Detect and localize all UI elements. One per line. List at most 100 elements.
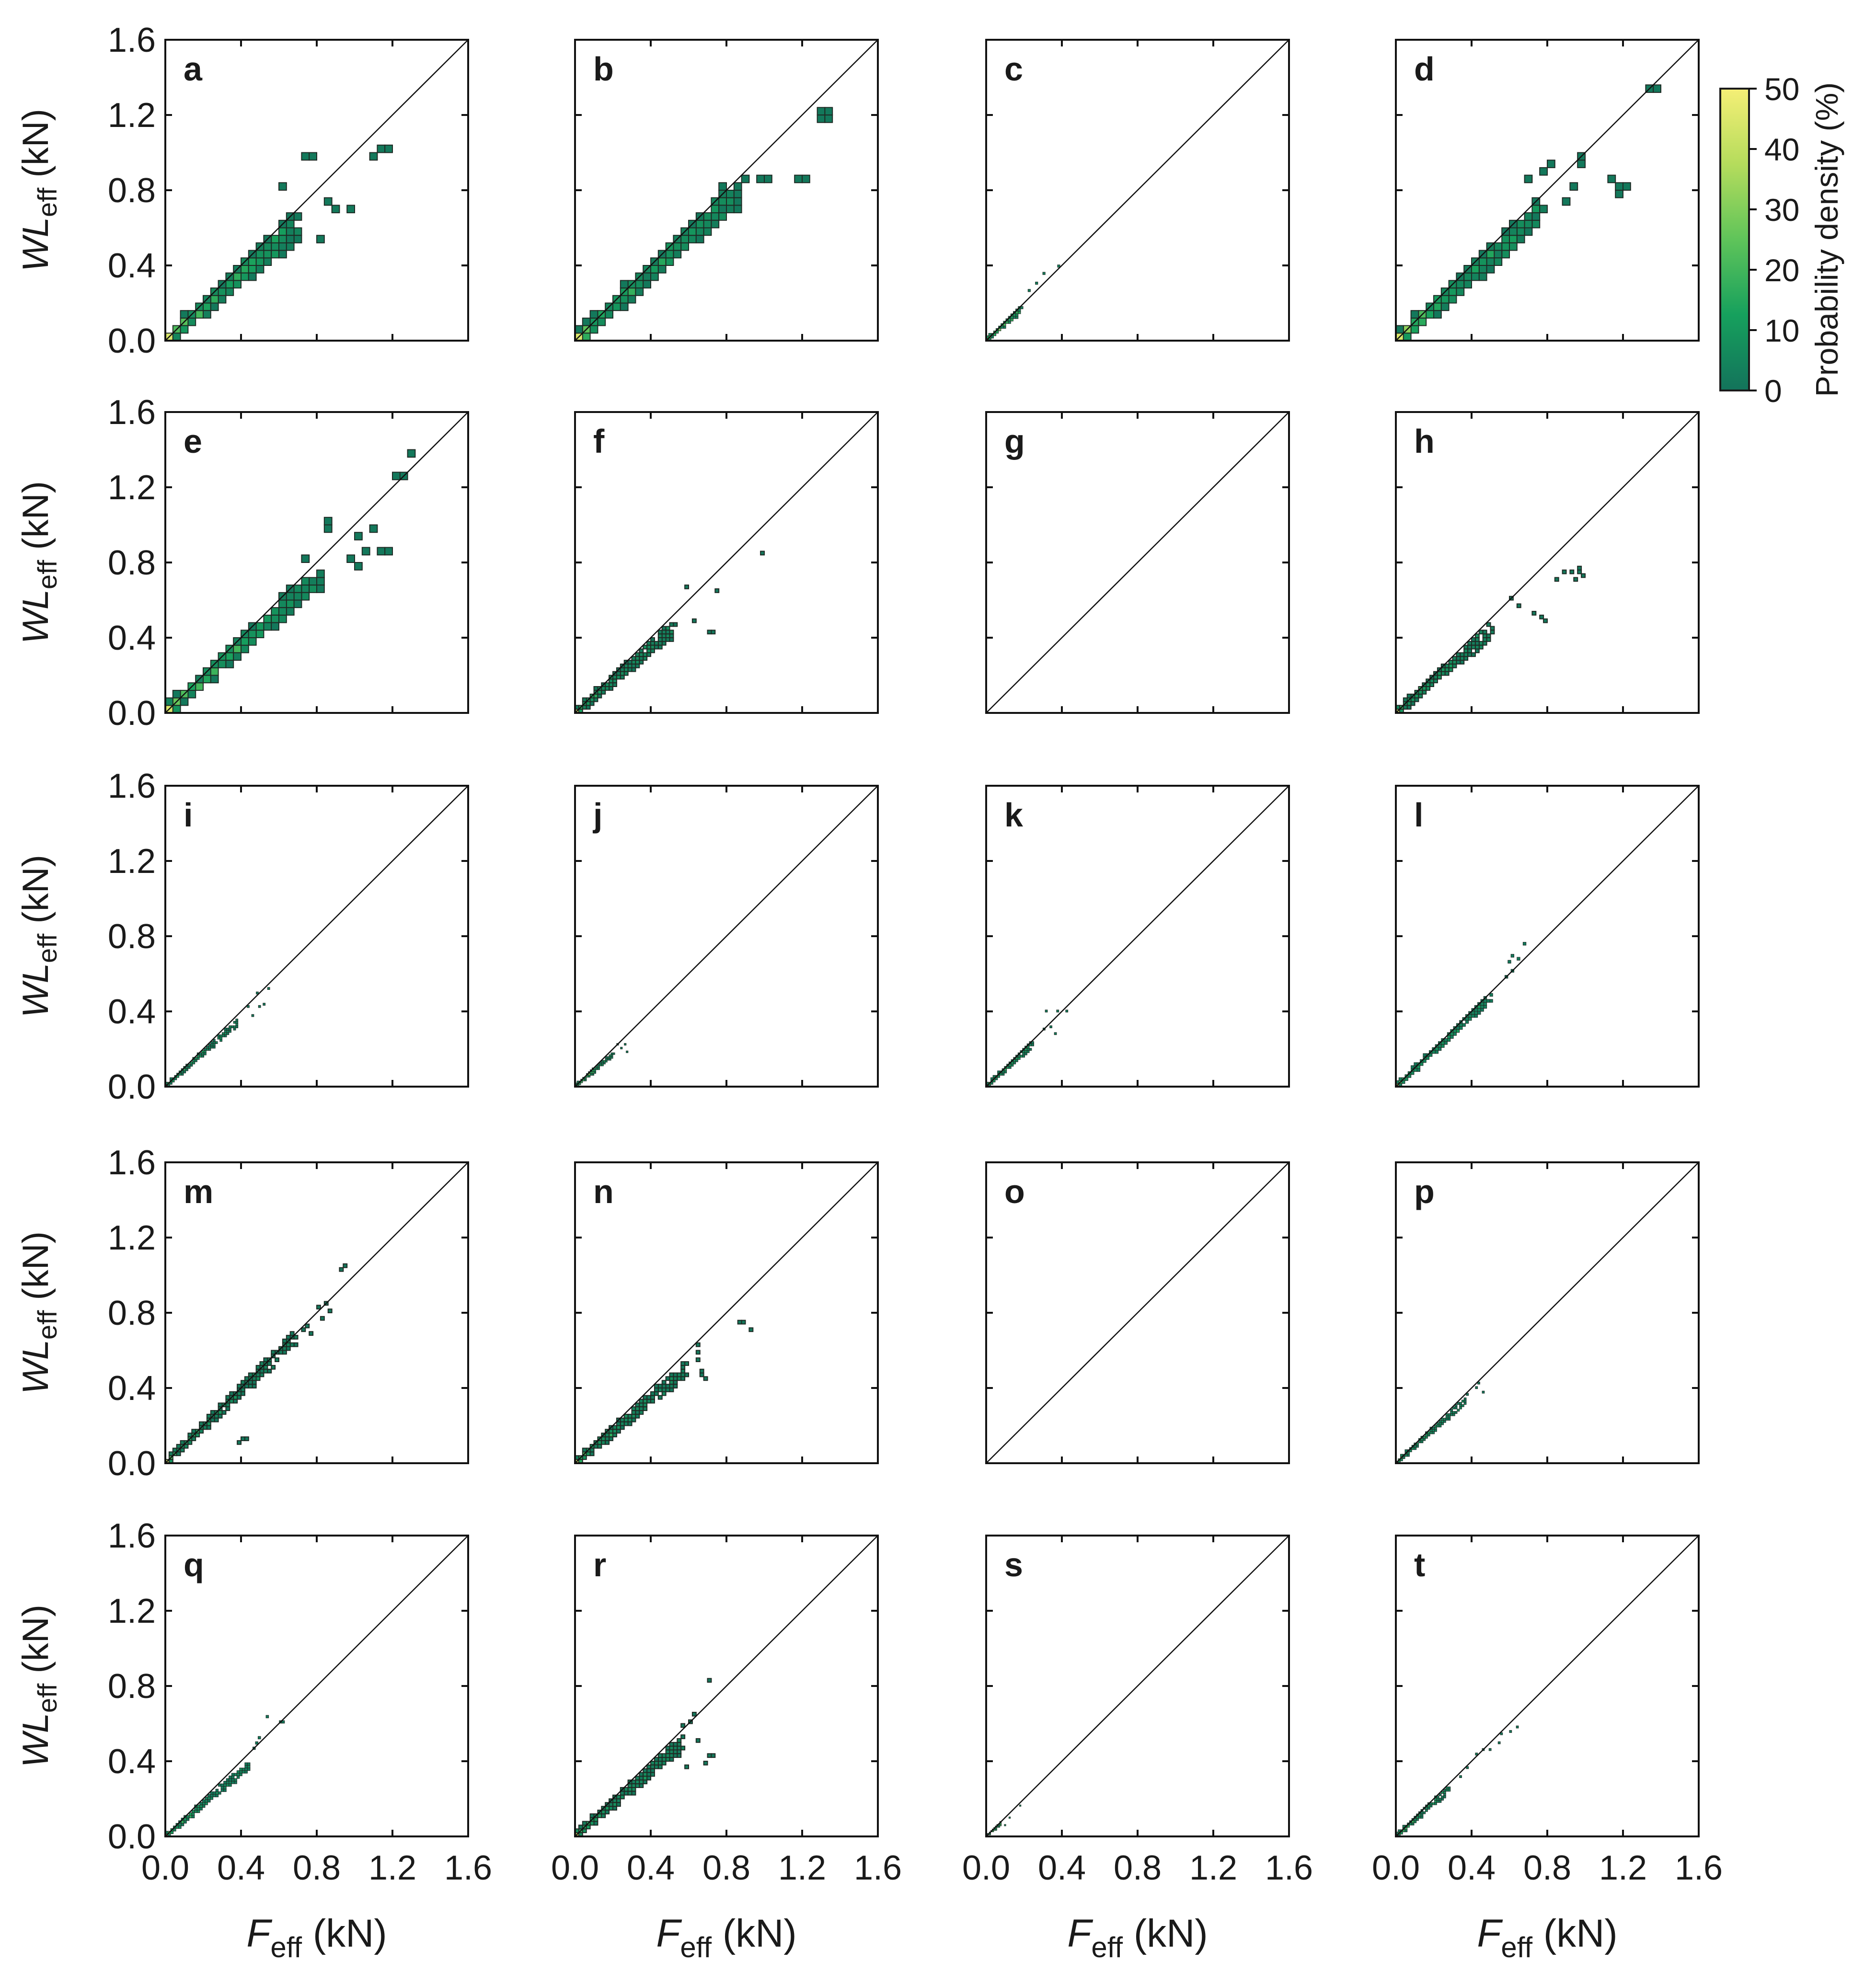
histogram-bin (1403, 697, 1408, 702)
histogram-bin (639, 652, 644, 657)
histogram-bin (1429, 1802, 1433, 1805)
histogram-bin (601, 686, 606, 691)
histogram-bin (217, 1036, 220, 1040)
histogram-bin (233, 280, 242, 289)
histogram-bin (1398, 1077, 1403, 1081)
histogram-bin (267, 987, 270, 990)
histogram-bin (639, 1399, 644, 1404)
histogram-bin (172, 689, 181, 699)
histogram-bin (286, 607, 295, 616)
histogram-bin (1416, 1065, 1420, 1069)
histogram-bin (699, 1368, 704, 1374)
colorbar: 0 10 20 30 40 50 Probability density (%) (1719, 71, 1844, 409)
histogram-bin (1433, 675, 1438, 680)
histogram-bin (684, 1372, 689, 1377)
histogram-bin (669, 1380, 674, 1385)
y-tick-label: 1.2 (108, 1219, 156, 1257)
histogram-bin (1456, 280, 1465, 289)
histogram-bin (180, 1447, 185, 1453)
histogram-bin (626, 1050, 629, 1053)
histogram-bin (1432, 1802, 1435, 1805)
histogram-bin (1478, 265, 1487, 274)
histogram-bin (278, 1350, 283, 1355)
histogram-bin (597, 1813, 602, 1818)
histogram-bin (327, 1308, 333, 1313)
histogram-bin (661, 1757, 667, 1762)
histogram-bin (176, 1451, 181, 1456)
histogram-bin (343, 1263, 348, 1268)
histogram-bin (263, 614, 272, 623)
histogram-bin (1425, 1436, 1428, 1439)
axis-ticks (574, 785, 879, 1088)
histogram-bin (407, 449, 416, 458)
histogram-bin (673, 622, 678, 627)
histogram-bin (235, 1019, 239, 1021)
histogram-bin (1471, 644, 1476, 650)
histogram-bin (1482, 630, 1487, 635)
histogram-bin (654, 1388, 659, 1392)
histogram-bin (669, 633, 674, 638)
histogram-bin (170, 1082, 173, 1085)
histogram-bin (191, 1429, 196, 1434)
histogram-bin (661, 1380, 667, 1385)
histogram-bin (271, 235, 280, 243)
histogram-bin (239, 1773, 242, 1777)
histogram-bin (233, 652, 242, 661)
histogram-bins (165, 144, 393, 341)
histogram-bin (1516, 603, 1521, 608)
histogram-bin (1531, 205, 1541, 214)
histogram-bin (1471, 652, 1476, 657)
histogram-bin (1463, 272, 1472, 281)
histogram-bin (609, 1433, 613, 1437)
histogram-bin (1420, 1062, 1424, 1066)
histogram-bin (589, 701, 595, 706)
histogram-bin (650, 1772, 655, 1777)
histogram-bin (247, 1765, 251, 1768)
histogram-bin (631, 660, 636, 665)
y-tick-label: 0.4 (108, 619, 156, 657)
histogram-bin (229, 1025, 231, 1029)
histogram-bin (616, 1802, 621, 1807)
histogram-bin (657, 1753, 663, 1758)
histogram-bin (231, 1778, 235, 1782)
histogram-bin (237, 1440, 242, 1445)
axis-ticks (164, 785, 469, 1088)
histogram-bin (1480, 1008, 1484, 1012)
histogram-bin (186, 1818, 190, 1821)
histogram-bin (1426, 686, 1431, 691)
histogram-bin (1418, 693, 1423, 699)
histogram-bin (677, 1376, 682, 1381)
histogram-bin (695, 1738, 701, 1743)
histogram-bin (601, 1436, 606, 1441)
histogram-bin (756, 174, 765, 183)
y-tick-label: 1.6 (108, 1144, 156, 1182)
histogram-bin (992, 1075, 996, 1078)
histogram-bin (1418, 1816, 1421, 1819)
histogram-bin (665, 1388, 670, 1392)
histogram-bin (695, 227, 704, 236)
histogram-bin (1494, 250, 1503, 259)
histogram-bins (575, 107, 833, 341)
histogram-bin (1467, 641, 1473, 646)
histogram-bin (1035, 282, 1038, 285)
histogram-bin (643, 280, 651, 289)
histogram-bin (241, 637, 249, 646)
axis-ticks (574, 39, 879, 342)
histogram-bin (661, 630, 667, 635)
histogram-bin (631, 1406, 636, 1411)
histogram-bin (229, 1781, 232, 1784)
histogram-bin (711, 205, 720, 214)
histogram-bin (1460, 656, 1465, 661)
histogram-bin (1448, 667, 1453, 672)
histogram-bin (1539, 614, 1544, 619)
histogram-bin (1474, 633, 1480, 638)
identity-line (575, 1162, 878, 1464)
histogram-bin (1516, 227, 1525, 236)
histogram-bin (237, 1384, 242, 1388)
histogram-bin (1489, 993, 1493, 997)
histogram-bin (323, 197, 333, 206)
histogram-bin (206, 1048, 209, 1051)
histogram-bins (1395, 942, 1527, 1087)
histogram-bin (646, 1772, 651, 1777)
histogram-bin (593, 693, 598, 699)
